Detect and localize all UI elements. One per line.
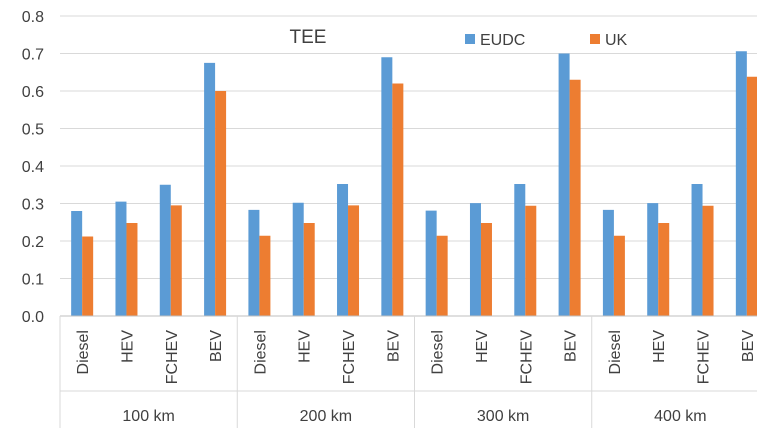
bar-eudc-bev [558,53,570,316]
x-axis: Diesel HEV FCHEV BEV 100 km Diesel HEV FCHEV BEV… [59,315,757,428]
bar-eudc-bev [381,57,393,316]
bar-eudc-hev [469,203,481,316]
bar-uk-fchev [170,205,182,316]
x-tick-label: Diesel [252,330,269,374]
y-tick-label: 0.1 [22,272,44,289]
bar-uk-diesel [436,235,448,316]
x-tick-label: Diesel [607,330,624,374]
bar-uk-fchev [702,205,714,316]
legend-label-eudc: EUDC [480,32,525,49]
bar-uk-bev [392,83,404,316]
bar-uk-diesel [613,235,625,316]
y-tick-label: 0.8 [22,9,44,26]
group-label: 400 km [654,408,706,425]
x-tick-label: FCHEV [164,330,181,385]
bar-uk-bev [569,79,581,316]
legend: EUDC UK [465,32,628,49]
y-axis-tick-labels: 0.0 0.1 0.2 0.3 0.4 0.5 0.6 0.7 0.8 [22,9,44,326]
y-tick-label: 0.0 [22,309,44,326]
group-label: 200 km [300,408,352,425]
x-tick-label: HEV [651,330,668,363]
x-tick-label: FCHEV [696,330,713,385]
group-label: 100 km [122,408,174,425]
bar-uk-hev [480,223,492,316]
bar-eudc-fchev [337,184,349,316]
bar-eudc-diesel [71,211,83,316]
x-tick-label: BEV [385,330,402,362]
x-tick-label: FCHEV [518,330,535,385]
bars [71,51,757,316]
x-tick-label: HEV [119,330,136,363]
y-tick-label: 0.2 [22,234,44,251]
x-tick-label: FCHEV [341,330,358,385]
bar-uk-hev [303,223,315,316]
y-tick-label: 0.5 [22,122,44,139]
bar-eudc-bev [204,62,216,316]
bar-eudc-hev [647,203,659,316]
legend-swatch-eudc [465,34,475,44]
bar-eudc-diesel [425,210,437,316]
bar-eudc-diesel [248,209,260,316]
y-tick-label: 0.3 [22,197,44,214]
bar-uk-diesel [82,236,94,316]
legend-swatch-uk [590,34,600,44]
bar-eudc-hev [115,201,127,316]
bar-uk-bev [746,76,757,316]
title-background [280,20,336,50]
x-tick-label: BEV [740,330,757,362]
legend-label-uk: UK [605,32,628,49]
x-tick-label: BEV [208,330,225,362]
x-tick-label: HEV [297,330,314,363]
bar-eudc-bev [735,51,747,316]
y-tick-label: 0.7 [22,47,44,64]
bar-uk-diesel [259,235,271,316]
bar-uk-hev [126,223,138,316]
x-tick-label: BEV [563,330,580,362]
bar-eudc-hev [292,202,304,316]
x-tick-label: HEV [474,330,491,363]
y-tick-label: 0.4 [22,159,44,176]
chart-title: TEE [290,27,327,48]
y-tick-label: 0.6 [22,84,44,101]
x-tick-label: Diesel [75,330,92,374]
bar-eudc-fchev [691,184,703,316]
group-label: 300 km [477,408,529,425]
bar-uk-hev [658,223,670,316]
bar-uk-fchev [525,205,537,316]
bar-uk-bev [215,91,227,316]
bar-uk-fchev [348,205,360,316]
x-tick-label: Diesel [430,330,447,374]
bar-eudc-fchev [159,184,171,316]
bar-eudc-fchev [514,184,526,316]
bar-eudc-diesel [602,209,614,316]
